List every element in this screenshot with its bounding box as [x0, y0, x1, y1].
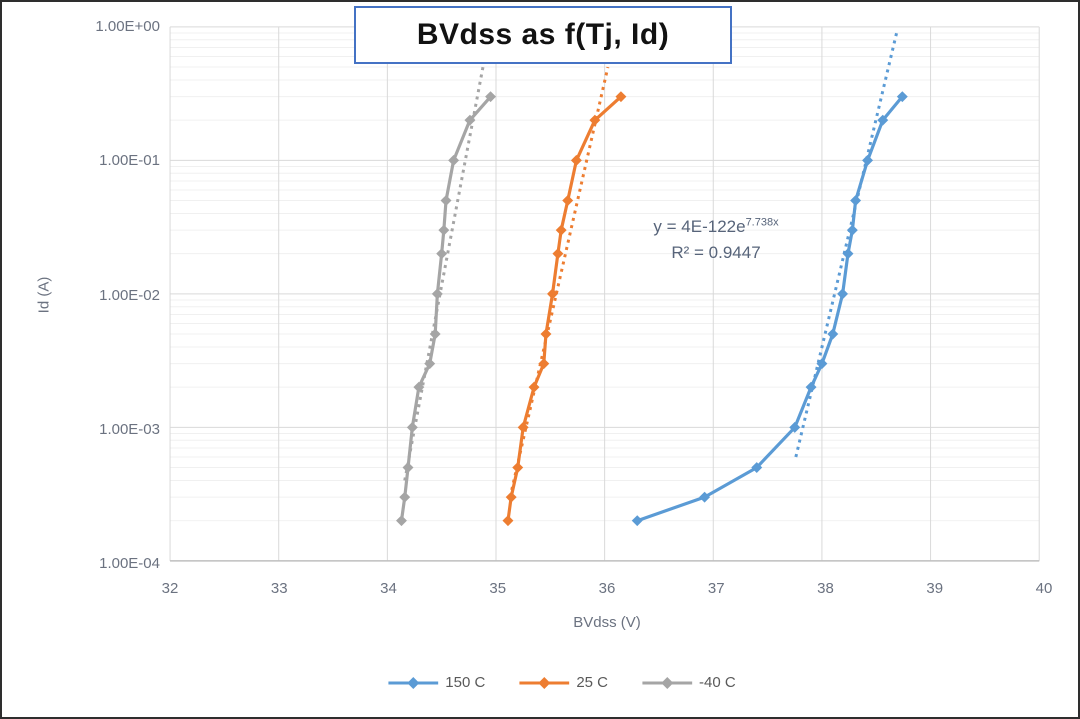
x-tick-label: 33 [270, 580, 288, 597]
legend-label: -40 C [699, 674, 736, 691]
data-point-marker [552, 248, 564, 260]
y-tick-label: 1.00E-03 [99, 420, 160, 438]
data-point-marker [512, 462, 524, 474]
r-squared-value: R² = 0.9447 [671, 243, 761, 263]
x-tick-label: 37 [707, 580, 725, 597]
series-line [506, 95, 623, 521]
legend: 150 C 25 C -40 C [388, 674, 736, 691]
legend-item-150c: 150 C [388, 674, 485, 691]
legend-marker-icon [388, 676, 439, 689]
x-tick-label: 39 [926, 580, 944, 597]
data-point-marker [589, 114, 601, 126]
y-tick-label: 1.00E-04 [99, 555, 160, 572]
trendline-annotation: y = 4E-122e7.738x R² = 0.9447 [653, 214, 778, 267]
trendline [403, 66, 485, 481]
data-point-marker [540, 328, 552, 340]
data-point-marker [485, 91, 497, 103]
data-point-marker [505, 491, 517, 503]
data-point-marker [842, 248, 854, 260]
data-point-marker [547, 288, 558, 300]
data-point-marker [431, 288, 443, 300]
y-tick-label: 1.00E+00 [95, 18, 160, 35]
data-point-marker [570, 154, 582, 166]
y-tick-label: 1.00E-01 [99, 152, 160, 170]
trendline [508, 66, 610, 498]
legend-marker-icon [642, 676, 693, 689]
data-point-marker [429, 328, 441, 340]
data-point-marker [402, 462, 414, 474]
data-point-marker [751, 462, 763, 474]
legend-marker-icon [519, 676, 570, 689]
trendline [794, 31, 899, 458]
data-point-marker [805, 381, 817, 393]
legend-item-25c: 25 C [519, 674, 608, 691]
data-point-marker [789, 421, 801, 433]
data-point-marker [448, 154, 460, 166]
data-point-marker [896, 91, 908, 103]
data-point-marker [424, 358, 436, 370]
x-tick-label: 38 [817, 580, 834, 597]
y-tick-label: 1.00E-02 [99, 286, 160, 304]
data-point-marker [538, 358, 550, 370]
series-line [399, 95, 492, 521]
x-tick-label: 34 [380, 580, 397, 597]
data-point-marker [562, 195, 574, 207]
data-point-marker [862, 154, 874, 166]
data-point-marker [396, 515, 407, 527]
x-tick-label: 40 [1035, 580, 1053, 597]
data-point-marker [827, 328, 839, 340]
chart-title-box: BVdss as f(Tj, Id) [354, 6, 732, 64]
data-point-marker [846, 224, 858, 236]
y-axis-title: Id (A) [35, 276, 53, 314]
chart-title: BVdss as f(Tj, Id) [416, 18, 670, 51]
data-point-marker [438, 224, 450, 236]
trendline-equation: y = 4E-122e7.738x [653, 216, 779, 236]
data-point-marker [502, 515, 514, 527]
legend-label: 150 C [445, 674, 486, 691]
legend-item-40c: -40 C [642, 674, 736, 691]
data-point-marker [528, 381, 540, 393]
data-point-marker [816, 358, 828, 370]
data-point-marker [631, 515, 643, 527]
data-point-marker [406, 421, 418, 433]
equation-exponent: 7.738x [745, 216, 779, 229]
data-point-marker [850, 195, 862, 207]
legend-label: 25 C [576, 674, 609, 691]
data-point-marker [837, 288, 849, 300]
x-tick-label: 32 [161, 580, 179, 597]
data-point-marker [440, 195, 452, 207]
x-tick-label: 36 [598, 580, 616, 597]
x-axis-title: BVdss (V) [573, 614, 641, 631]
data-point-marker [615, 91, 627, 103]
data-point-marker [413, 381, 425, 393]
data-point-marker [555, 224, 567, 236]
data-point-marker [399, 491, 411, 503]
data-point-marker [436, 248, 448, 260]
series-line [636, 95, 904, 523]
x-tick-label: 35 [489, 580, 507, 597]
data-point-marker [464, 114, 476, 126]
